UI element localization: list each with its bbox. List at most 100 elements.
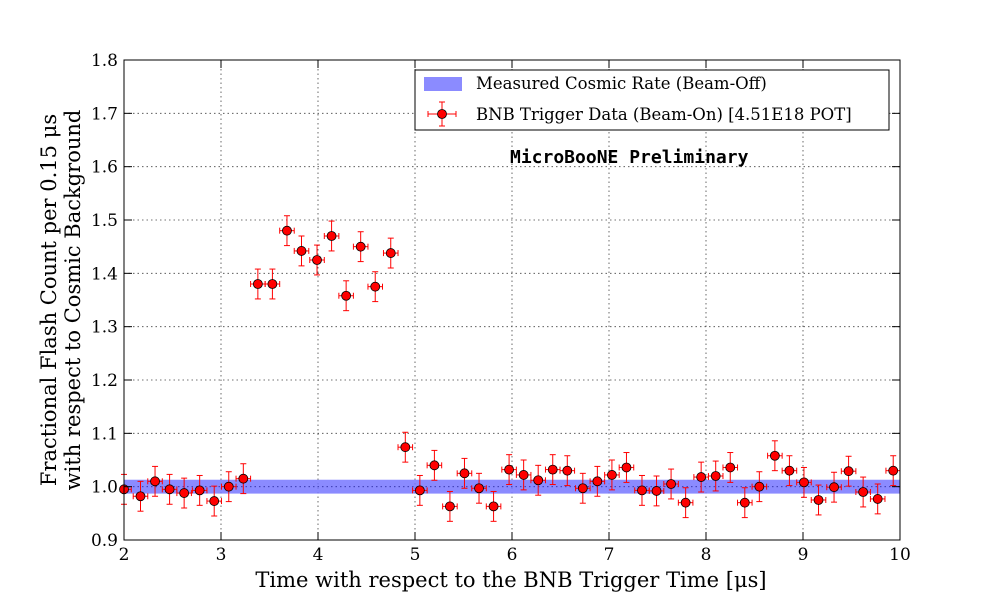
data-point <box>515 459 532 491</box>
data-point <box>220 471 237 503</box>
data-marker <box>429 460 440 471</box>
data-marker <box>252 279 263 289</box>
data-point <box>575 472 591 504</box>
y-tick-label: 1.0 <box>91 478 118 498</box>
data-marker <box>784 465 795 476</box>
data-marker <box>445 501 455 512</box>
data-marker <box>341 290 352 301</box>
y-tick-label: 1.3 <box>91 318 118 338</box>
data-points <box>119 215 901 522</box>
data-point <box>751 471 768 503</box>
data-marker <box>607 470 617 480</box>
legend-data-label: BNB Trigger Data (Beam-On) [4.51E18 POT] <box>476 105 852 124</box>
data-point <box>279 215 295 247</box>
data-point <box>737 487 753 519</box>
y-axis-title-line2: with respect to Cosmic Background <box>61 110 85 491</box>
data-marker <box>858 487 869 497</box>
legend-band-swatch <box>424 77 462 91</box>
data-point <box>589 465 606 497</box>
data-marker <box>194 485 205 496</box>
data-point <box>367 271 384 303</box>
data-point <box>119 473 132 505</box>
data-point <box>132 480 149 512</box>
data-marker <box>312 255 322 265</box>
x-tick-label: 5 <box>410 545 421 565</box>
data-point <box>309 244 325 276</box>
data-marker <box>813 495 824 505</box>
legend-data-marker <box>427 101 457 127</box>
data-point <box>810 484 827 516</box>
data-point <box>264 268 281 300</box>
data-marker <box>769 450 780 461</box>
x-tick-label: 6 <box>507 545 518 565</box>
legend-data-circle <box>437 109 447 119</box>
data-point <box>796 466 812 498</box>
data-marker <box>680 497 691 508</box>
data-point <box>176 477 192 509</box>
data-marker <box>267 279 278 289</box>
x-tick-label: 9 <box>798 545 809 565</box>
data-marker <box>547 464 558 475</box>
data-point <box>530 464 546 496</box>
data-point <box>885 455 901 487</box>
legend-band-label: Measured Cosmic Rate (Beam-Off) <box>476 74 767 93</box>
data-marker <box>414 485 425 496</box>
data-marker <box>562 465 573 476</box>
data-point <box>604 459 620 491</box>
data-marker <box>326 231 337 241</box>
data-marker <box>370 281 381 292</box>
data-marker <box>843 466 854 477</box>
data-point <box>323 220 340 252</box>
data-point <box>352 231 369 263</box>
data-point <box>840 455 857 487</box>
data-marker <box>238 473 249 484</box>
data-marker <box>651 486 662 496</box>
y-tick-label: 1.1 <box>91 424 118 444</box>
preliminary-annotation: MicroBooNE Preliminary <box>510 147 749 168</box>
x-tick-label: 3 <box>216 545 227 565</box>
data-marker <box>135 491 146 502</box>
y-tick-label: 1.4 <box>91 264 118 284</box>
data-point <box>869 483 886 515</box>
data-point <box>663 468 679 500</box>
data-point <box>191 474 208 506</box>
data-point <box>412 474 428 506</box>
y-tick-label: 1.2 <box>91 371 118 391</box>
data-point <box>781 455 798 487</box>
data-point <box>338 280 354 312</box>
data-marker <box>829 482 839 493</box>
data-marker <box>504 464 514 475</box>
data-point <box>677 487 694 519</box>
legend-box <box>414 69 890 131</box>
data-marker <box>223 481 234 492</box>
data-marker <box>799 477 809 488</box>
data-point <box>485 490 502 522</box>
data-point <box>618 452 635 483</box>
data-marker <box>725 462 736 473</box>
y-tick-label: 1.8 <box>91 51 118 71</box>
x-tick-label: 10 <box>889 545 911 565</box>
data-point <box>161 473 178 505</box>
y-tick-label: 1.7 <box>91 104 118 124</box>
data-marker <box>282 225 292 236</box>
data-point <box>707 460 724 492</box>
data-point <box>206 485 222 517</box>
data-point <box>767 440 783 472</box>
x-tick-label: 8 <box>701 545 712 565</box>
data-point <box>382 237 399 269</box>
data-point <box>397 431 414 463</box>
data-marker <box>710 471 721 481</box>
data-point <box>501 454 517 486</box>
data-marker <box>355 241 366 252</box>
data-marker <box>577 483 588 494</box>
data-point <box>559 455 576 487</box>
data-marker <box>179 488 190 498</box>
x-axis-title: Time with respect to the BNB Trigger Tim… <box>255 568 766 592</box>
data-point <box>693 461 709 493</box>
data-point <box>293 235 310 267</box>
data-marker <box>888 465 899 476</box>
data-marker <box>488 501 499 512</box>
data-marker <box>592 476 603 487</box>
data-point <box>456 457 473 489</box>
data-point <box>648 475 665 507</box>
